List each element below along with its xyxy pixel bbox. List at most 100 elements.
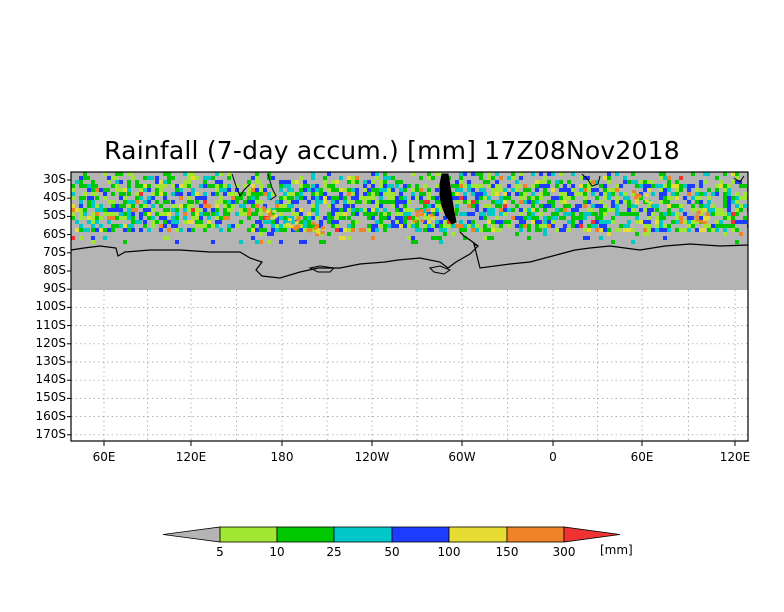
rain-cell	[235, 224, 242, 228]
rain-cell	[671, 172, 678, 176]
rain-cell	[311, 228, 318, 232]
rain-cell	[679, 180, 683, 184]
rain-cell	[447, 224, 454, 228]
rain-cell-heavy	[311, 221, 316, 225]
rain-cell	[203, 204, 207, 208]
rain-cell	[695, 172, 699, 176]
rain-cell	[371, 236, 375, 240]
rain-cell	[639, 180, 646, 184]
rain-cell	[71, 176, 75, 180]
rain-cell	[127, 176, 134, 180]
rain-cell	[431, 224, 438, 228]
rain-cell	[379, 200, 383, 204]
rain-cell	[455, 224, 459, 228]
rain-cell-heavy	[296, 216, 301, 220]
rain-cell	[131, 192, 135, 196]
rain-cell	[507, 224, 514, 228]
rain-cell	[567, 172, 574, 176]
rain-cell	[687, 216, 694, 220]
rain-cell	[383, 172, 387, 176]
rain-cell	[611, 228, 615, 232]
rain-cell	[123, 200, 127, 204]
rain-cell	[431, 208, 438, 212]
rain-cell	[455, 204, 459, 208]
rain-cell	[591, 212, 598, 216]
rain-cell	[75, 236, 79, 240]
rain-cell	[95, 172, 99, 176]
rain-cell	[279, 180, 283, 184]
rain-cell	[647, 196, 651, 200]
rain-cell	[539, 176, 543, 180]
rain-cell	[723, 204, 727, 208]
rain-cell	[183, 180, 187, 184]
rain-cell	[567, 228, 571, 232]
rain-cell	[243, 212, 247, 216]
rain-cell	[523, 172, 527, 176]
rain-cell	[79, 228, 83, 232]
rain-cell	[535, 172, 542, 176]
rain-cell	[219, 184, 223, 188]
rain-cell	[511, 208, 515, 212]
rain-cell	[71, 180, 75, 184]
rain-cell	[167, 220, 171, 224]
lat-label: 110S	[35, 317, 66, 332]
rain-cell	[643, 180, 647, 184]
rain-cell	[543, 184, 550, 188]
rain-cell	[483, 196, 487, 200]
rain-cell	[359, 188, 363, 192]
rain-cell	[603, 220, 607, 224]
rain-cell	[159, 224, 166, 228]
rain-cell	[403, 188, 407, 192]
rain-cell	[71, 208, 75, 212]
rain-cell-heavy	[702, 220, 707, 224]
rain-cell	[615, 172, 619, 176]
rain-cell	[655, 180, 662, 184]
rain-cell	[119, 184, 123, 188]
rain-cell	[259, 232, 263, 236]
rain-cell	[479, 228, 486, 232]
rain-cell	[331, 196, 335, 200]
rain-cell	[615, 216, 619, 220]
rain-cell	[191, 228, 195, 232]
rain-cell	[323, 172, 330, 176]
rain-cell-heavy	[696, 210, 701, 214]
rain-cell	[531, 216, 538, 220]
rain-cell	[659, 220, 663, 224]
rain-cell	[303, 240, 307, 244]
rain-cell	[299, 192, 303, 196]
rain-cell	[579, 196, 583, 200]
rain-cell	[283, 196, 287, 200]
rain-cell	[399, 212, 403, 216]
rain-cell	[375, 180, 379, 184]
rain-cell	[183, 220, 187, 224]
rain-cell	[627, 208, 631, 212]
rain-cell	[247, 208, 251, 212]
rain-cell	[351, 220, 358, 224]
rain-cell	[431, 200, 435, 204]
rain-cell	[247, 196, 251, 200]
rain-cell	[567, 204, 571, 208]
rain-cell	[527, 216, 534, 220]
rain-cell	[491, 224, 498, 228]
rain-cell	[151, 180, 155, 184]
rain-cell	[367, 212, 371, 216]
rain-cell	[579, 228, 583, 232]
rain-cell	[115, 188, 119, 192]
rain-cell	[363, 208, 367, 212]
rain-cell	[531, 188, 535, 192]
rain-cell	[695, 184, 699, 188]
rain-cell	[355, 220, 359, 224]
rain-cell	[463, 180, 467, 184]
rain-cell	[287, 172, 291, 176]
rain-cell	[551, 208, 555, 212]
rain-cell	[179, 216, 183, 220]
rain-cell-heavy	[429, 213, 434, 217]
rain-cell	[607, 228, 614, 232]
rain-cell	[215, 172, 222, 176]
rain-cell	[491, 180, 495, 184]
rain-cell	[603, 212, 607, 216]
rain-cell	[303, 172, 310, 176]
rain-cell	[507, 192, 514, 196]
rain-cell	[463, 200, 467, 204]
rain-cell	[127, 180, 131, 184]
